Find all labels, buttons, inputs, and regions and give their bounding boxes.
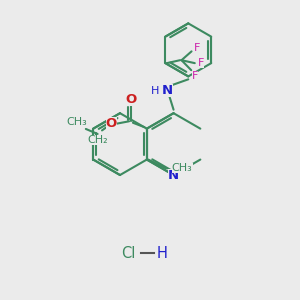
Text: F: F <box>194 43 201 52</box>
Text: N: N <box>162 84 173 97</box>
Text: CH₃: CH₃ <box>172 164 193 173</box>
Text: F: F <box>198 58 204 68</box>
Text: O: O <box>125 93 136 106</box>
Text: CH₃: CH₃ <box>66 117 87 127</box>
Text: H: H <box>151 85 160 95</box>
Text: F: F <box>192 70 198 80</box>
Text: H: H <box>156 246 167 261</box>
Text: N: N <box>168 169 179 182</box>
Text: O: O <box>106 117 117 130</box>
Text: Cl: Cl <box>121 246 135 261</box>
Text: CH₂: CH₂ <box>87 135 108 146</box>
